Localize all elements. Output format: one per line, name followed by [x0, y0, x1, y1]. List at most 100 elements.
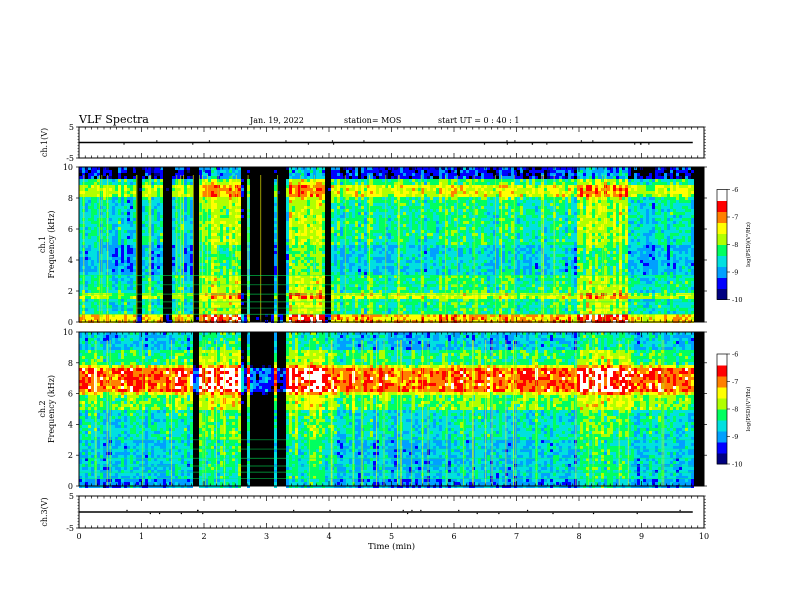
colorbar-tick-label: -6: [732, 186, 738, 194]
y-axis-label: ch.1: [38, 236, 47, 253]
y-tick-label: -5: [66, 154, 74, 163]
spectrogram-cells: [79, 332, 694, 488]
y-axis-label: Frequency (kHz): [47, 375, 56, 443]
voltage-spike: [331, 140, 334, 142]
voltage-spike: [202, 512, 204, 515]
voltage-spike: [498, 512, 500, 515]
voltage-spike: [180, 512, 183, 515]
x-tick-label: 6: [451, 532, 456, 541]
x-tick-label: 4: [326, 532, 331, 541]
voltage-spike: [192, 143, 194, 145]
x-tick-label: 9: [639, 532, 644, 541]
voltage-spike: [156, 140, 158, 142]
y-tick-label: 6: [68, 225, 73, 234]
voltage-spike: [285, 140, 287, 142]
y-tick-label: 2: [68, 287, 73, 296]
figure-title: VLF Spectra: [78, 113, 149, 126]
voltage-spike: [514, 140, 516, 142]
voltage-spike: [580, 140, 583, 142]
voltage-spike: [208, 140, 211, 142]
colorbar-tick-label: -8: [732, 406, 738, 414]
voltage-spike: [406, 512, 409, 515]
ch2-colorbar: -6 -7 -8 -9 -10 log(PSD)(V²/Hz): [716, 351, 752, 469]
ch2-spectrogram-panel: 0 2 4 6 8 10 ch.2 Frequency (kHz): [38, 328, 707, 491]
colorbar-segment: [717, 420, 727, 432]
y-tick-label: 4: [68, 420, 73, 429]
y-tick-label: 5: [69, 492, 74, 501]
voltage-spike: [526, 509, 529, 512]
colorbar-segment: [717, 277, 727, 289]
voltage-spike: [420, 509, 422, 512]
x-tick-label: 10: [699, 532, 709, 541]
colorbar-segment: [717, 266, 727, 278]
voltage-spike: [476, 512, 478, 515]
y-axis-label: ch.3(V): [40, 497, 49, 526]
colorbar-segment: [717, 409, 727, 421]
voltage-spike: [458, 509, 460, 512]
colorbar-segment: [717, 398, 727, 410]
ch1-colorbar: -6 -7 -8 -9 -10 log(PSD)(V²/Hz): [716, 186, 752, 304]
voltage-spike: [506, 140, 508, 142]
ch1-voltage-panel: 5 -5 ch.1(V): [40, 123, 706, 163]
voltage-spike: [679, 509, 681, 512]
y-tick-label: 6: [68, 390, 73, 399]
colorbar-segment: [717, 453, 727, 465]
voltage-spike: [126, 509, 128, 512]
voltage-spike: [158, 512, 161, 515]
colorbar-segment: [717, 211, 727, 223]
colorbar-segment: [717, 387, 727, 399]
voltage-spike: [235, 509, 237, 512]
colorbar-segment: [717, 442, 727, 454]
voltage-spike: [648, 143, 650, 145]
x-axis-label: Time (min): [368, 541, 415, 552]
voltage-spike: [329, 509, 331, 512]
colorbar-tick-label: -9: [732, 269, 738, 277]
voltage-spike: [592, 140, 594, 142]
colorbar-segment: [717, 200, 727, 212]
voltage-spike: [636, 512, 638, 515]
voltage-spike: [640, 143, 642, 145]
voltage-spike: [363, 140, 365, 142]
colorbar-segment: [717, 431, 727, 443]
y-tick-label: 2: [68, 451, 73, 460]
y-axis-label: ch.2: [38, 400, 47, 417]
colorbar-tick-label: -7: [732, 214, 738, 222]
y-tick-label: 10: [63, 163, 73, 172]
colorbar-segment: [717, 354, 727, 366]
y-tick-label: 8: [68, 359, 73, 368]
voltage-spike: [149, 512, 152, 515]
start-time-label: start UT = 0 : 40 : 1: [438, 116, 519, 125]
figure-header: VLF Spectra Jan. 19, 2022 station= MOS s…: [78, 113, 519, 126]
ch1-spectrogram-panel: 0 2 4 6 8 10 ch.1 Frequency (kHz): [38, 163, 707, 327]
y-tick-label: 10: [63, 328, 73, 337]
y-tick-label: 5: [69, 123, 74, 132]
colorbar-label: log(PSD)(V²/Hz): [745, 387, 752, 432]
y-axis-label: ch.1(V): [40, 128, 49, 157]
colorbar-segment: [717, 244, 727, 256]
y-axis-label: Frequency (kHz): [47, 210, 56, 278]
colorbar-segment: [717, 255, 727, 267]
colorbar-tick-label: -8: [732, 241, 738, 249]
voltage-spike: [531, 143, 534, 145]
colorbar-segment: [717, 222, 727, 234]
voltage-spike: [592, 512, 595, 515]
x-tick-label: 0: [76, 532, 81, 541]
colorbar-segment: [717, 288, 727, 300]
y-tick-label: 8: [68, 194, 73, 203]
ch3-voltage-panel: 5 -5 ch.3(V) 0 1 2 3 4 5 6 7 8 9 10 Time (min): [40, 492, 709, 552]
colorbar-label: log(PSD)(V²/Hz): [745, 222, 752, 267]
voltage-spike: [546, 143, 548, 145]
voltage-spike: [483, 143, 486, 145]
y-tick-label: -5: [66, 524, 74, 533]
x-tick-label: 1: [139, 532, 144, 541]
voltage-spike: [634, 143, 636, 145]
voltage-spike: [307, 143, 310, 145]
colorbar-segment: [717, 376, 727, 388]
colorbar-tick-label: -10: [732, 461, 742, 469]
voltage-spike: [402, 509, 404, 512]
y-tick-label: 0: [68, 482, 73, 491]
voltage-spike: [197, 509, 199, 512]
x-tick-label: 8: [576, 532, 581, 541]
x-tick-label: 2: [201, 532, 206, 541]
